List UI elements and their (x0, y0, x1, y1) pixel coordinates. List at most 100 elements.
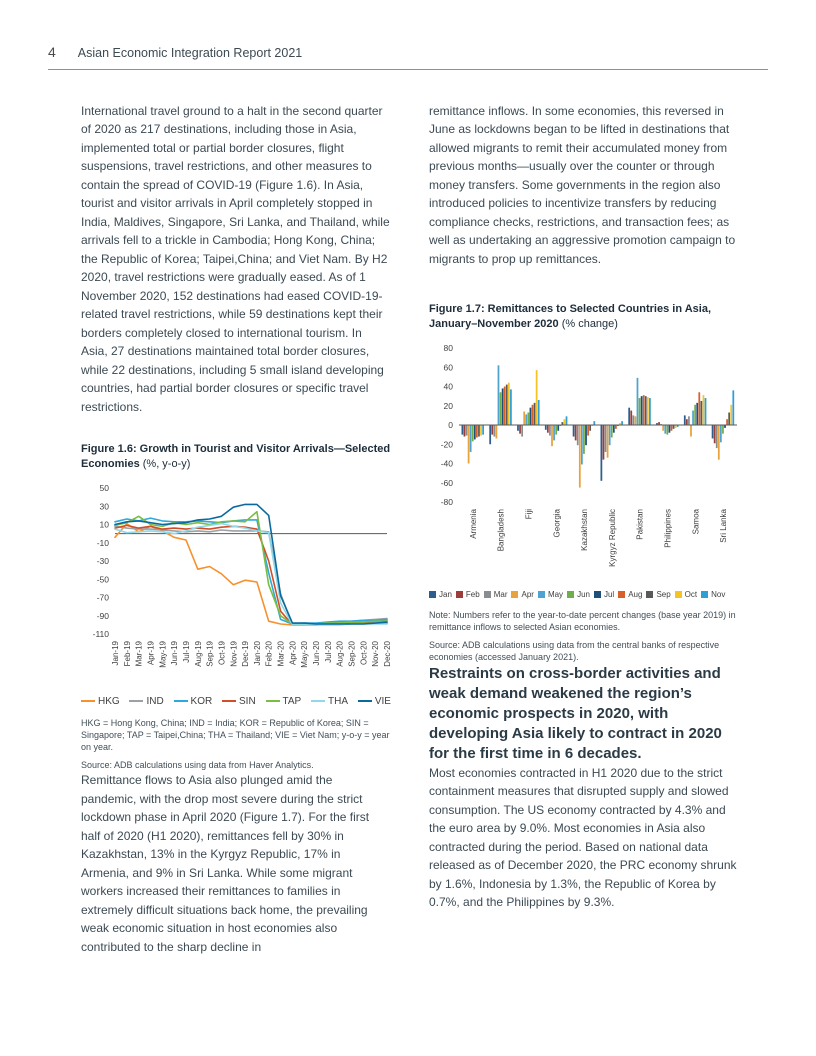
figure-1-7-note: Note: Numbers refer to the year-to-date … (429, 609, 736, 633)
svg-text:Aug-19: Aug-19 (194, 640, 203, 666)
legend-swatch (701, 590, 709, 598)
page-number: 4 (48, 44, 56, 60)
legend-swatch (357, 699, 372, 703)
paragraph-remittance-flows: Remittance flows to Asia also plunged am… (81, 773, 370, 954)
svg-text:-30: -30 (97, 556, 110, 566)
svg-text:-20: -20 (441, 439, 454, 449)
figure-1-6-footnote: HKG = Hong Kong, China; IND = India; KOR… (81, 717, 390, 753)
svg-text:Jul-19: Jul-19 (182, 640, 191, 662)
legend-label: Oct (684, 589, 698, 599)
legend-swatch (593, 590, 601, 598)
legend-item-jan: Jan (429, 590, 452, 599)
legend-swatch (455, 590, 463, 598)
svg-text:Jul-20: Jul-20 (324, 640, 333, 662)
svg-text:Jan-19: Jan-19 (111, 640, 120, 665)
legend-swatch (311, 699, 326, 703)
legend-item-tha: THA (311, 696, 348, 707)
svg-text:60: 60 (444, 362, 454, 372)
legend-swatch (618, 590, 626, 598)
legend-swatch (265, 699, 280, 703)
svg-text:50: 50 (100, 483, 110, 493)
legend-item-hkg: HKG (81, 696, 120, 707)
svg-text:Apr-19: Apr-19 (146, 640, 155, 665)
legend-item-oct: Oct (674, 589, 698, 599)
figure-1-7-caption-note: (% change) (558, 318, 618, 331)
svg-text:80: 80 (444, 343, 454, 353)
svg-text:-90: -90 (97, 610, 110, 620)
svg-text:Fiji: Fiji (525, 509, 534, 519)
legend-item-apr: Apr (511, 590, 534, 599)
figure-1-6-source: Source: ADB calculations using data from… (81, 759, 314, 770)
svg-text:20: 20 (444, 401, 454, 411)
legend-label: Feb (465, 589, 480, 599)
legend-swatch (537, 590, 545, 598)
svg-text:Oct-19: Oct-19 (217, 640, 226, 665)
svg-text:Samoa: Samoa (691, 508, 700, 534)
legend-item-kor: KOR (173, 695, 213, 707)
svg-text:Jun-19: Jun-19 (170, 640, 179, 665)
paragraph-remittance-inflows: remittance inflows. In some economies, t… (429, 104, 736, 266)
legend-swatch (483, 590, 491, 598)
legend-label: IND (146, 695, 164, 707)
right-column: remittance inflows. In some economies, t… (429, 102, 739, 956)
paragraph-travel-halt: International travel ground to a halt in… (81, 104, 390, 414)
legend-label: TAP (282, 695, 302, 707)
svg-text:Philippines: Philippines (664, 509, 673, 548)
svg-text:Aug-20: Aug-20 (336, 640, 345, 666)
legend-item-vie: VIE (357, 695, 391, 707)
svg-text:Sri Lanka: Sri Lanka (719, 508, 728, 542)
legend-label: Jan (439, 589, 452, 599)
legend-label: HKG (98, 695, 120, 707)
svg-text:Mar-20: Mar-20 (277, 640, 286, 666)
figure-1-7-caption: Figure 1.7: Remittances to Selected Coun… (429, 302, 739, 332)
svg-text:Jan-20: Jan-20 (253, 640, 262, 665)
svg-text:Sep-20: Sep-20 (348, 640, 357, 666)
legend-label: KOR (190, 695, 213, 707)
legend-swatch (646, 590, 654, 598)
remittances-bar-chart: 80 60 40 20 0 -20 -40 -60 -80 Armenia Bangladesh Fi… (441, 343, 737, 567)
legend-label: VIE (374, 695, 391, 707)
svg-text:Dec-19: Dec-19 (241, 640, 250, 666)
legend-label: THA (328, 695, 349, 707)
svg-text:-50: -50 (97, 574, 110, 584)
figure-1-6-caption-bold: Figure 1.6: Growth in Tourist and Visito… (81, 442, 391, 470)
legend-swatch (429, 590, 436, 598)
svg-text:-60: -60 (441, 478, 454, 488)
svg-text:Jun-20: Jun-20 (312, 640, 321, 665)
svg-text:40: 40 (444, 381, 454, 391)
legend-item-feb: Feb (455, 589, 480, 599)
svg-text:Oct-20: Oct-20 (359, 640, 368, 665)
figure-1-7-source: Source: ADB calculations using data from… (429, 639, 720, 663)
svg-text:Kyrgyz Republic: Kyrgyz Republic (608, 509, 617, 567)
svg-text:-110: -110 (93, 629, 110, 639)
legend-item-jun: Jun (567, 590, 590, 599)
figure-1-7-caption-bold: Figure 1.7: Remittances to Selected Coun… (429, 303, 711, 331)
svg-text:-70: -70 (97, 592, 110, 602)
svg-text:30: 30 (100, 501, 110, 511)
svg-text:Kazakhstan: Kazakhstan (580, 509, 589, 551)
bar-chart-legend: Jan Feb Mar Apr May Jun Jul Aug Sep Oct Nov (429, 590, 739, 599)
legend-item-sep: Sep (646, 590, 671, 599)
svg-text:Pakistan: Pakistan (636, 509, 645, 540)
svg-text:Nov-20: Nov-20 (371, 640, 380, 666)
svg-text:Sep-19: Sep-19 (206, 640, 215, 666)
svg-text:May-19: May-19 (158, 640, 167, 667)
svg-text:Nov-19: Nov-19 (229, 640, 238, 666)
svg-text:Dec-20: Dec-20 (383, 640, 391, 666)
legend-swatch (222, 699, 237, 703)
paragraph-economies-contracted: Most economies contracted in H1 2020 due… (429, 766, 737, 910)
figure-1-6-caption-note: (%, y-o-y) (139, 457, 191, 470)
svg-text:-10: -10 (97, 537, 110, 547)
legend-swatch (81, 699, 95, 703)
two-column-layout: International travel ground to a halt in… (48, 102, 768, 956)
section-heading-restraints: Restraints on cross-border activities an… (429, 664, 722, 762)
legend-label: May (547, 589, 564, 599)
svg-text:10: 10 (100, 519, 110, 529)
legend-item-ind: IND (129, 695, 164, 707)
legend-item-may: May (537, 589, 564, 599)
legend-label: SIN (239, 695, 256, 707)
svg-text:Mar-19: Mar-19 (135, 640, 144, 666)
legend-label: Jul (603, 589, 615, 599)
legend-item-aug: Aug (618, 590, 642, 599)
